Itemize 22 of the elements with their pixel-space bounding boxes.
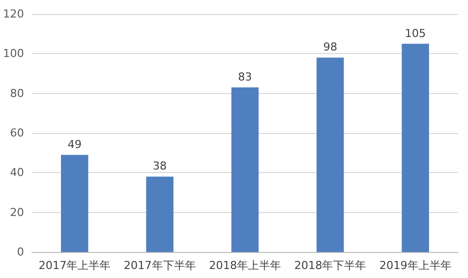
data-label: 38 — [152, 160, 167, 173]
bar — [402, 44, 430, 252]
x-tick-label: 2017年上半年 — [38, 259, 111, 272]
bar — [146, 176, 174, 252]
data-label: 49 — [68, 138, 82, 151]
bar — [60, 154, 88, 252]
bar — [231, 87, 259, 252]
data-label: 105 — [404, 26, 426, 40]
x-tick-label: 2017年下半年 — [124, 259, 196, 272]
y-tick-label: 120 — [3, 8, 24, 20]
x-tick-label: 2019年上半年 — [379, 259, 452, 272]
data-label: 83 — [238, 70, 252, 84]
y-tick-label: 0 — [17, 246, 24, 258]
y-tick-label: 80 — [10, 86, 24, 100]
bar — [316, 58, 344, 252]
y-tick-label: 100 — [3, 47, 24, 60]
x-tick-label: 2018年上半年 — [209, 259, 281, 272]
x-tick-label: 2018年下半年 — [294, 259, 366, 272]
y-tick-label: 40 — [10, 166, 24, 180]
y-tick-label: 20 — [10, 206, 24, 219]
y-tick-label: 60 — [10, 126, 24, 140]
data-label: 98 — [323, 40, 338, 54]
